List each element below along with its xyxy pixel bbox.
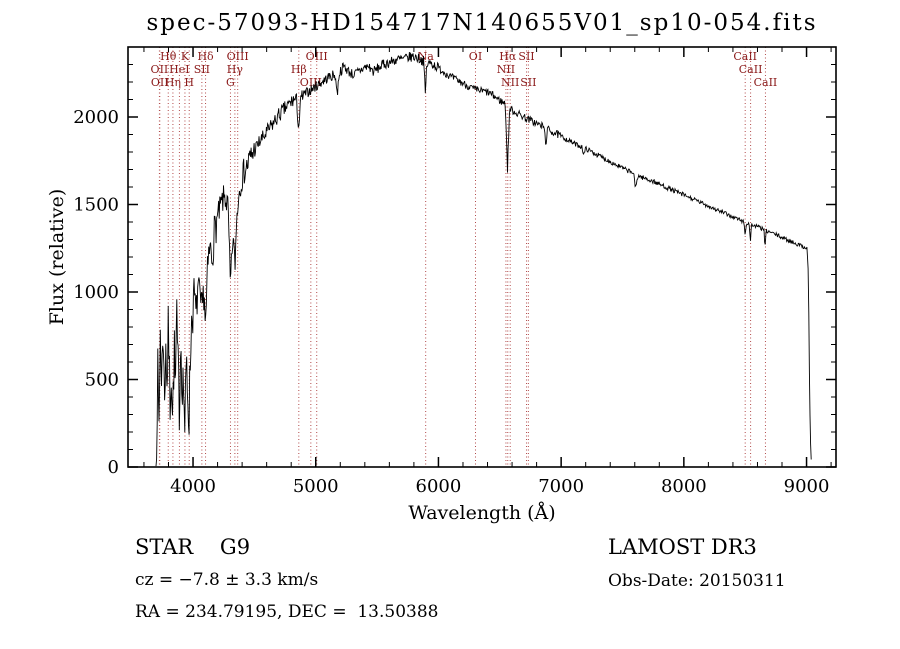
spectral-line-label: OI [469, 50, 482, 63]
spectral-line-label: CaII [733, 50, 757, 63]
ra-dec-text: RA = 234.79195, DEC = 13.50388 [135, 602, 439, 622]
y-tick-label: 0 [108, 457, 119, 478]
spectral-line-label: SII [518, 50, 534, 63]
x-tick-label: 5000 [293, 476, 339, 497]
object-class-text: STAR G9 [135, 535, 251, 559]
spectral-line-label: Hδ [197, 50, 214, 63]
x-tick-label: 4000 [170, 476, 216, 497]
spectrum-polyline [155, 51, 812, 467]
spectral-line-label: OIII [306, 50, 328, 63]
x-axis-label: Wavelength (Å) [408, 502, 556, 524]
survey-release-text: LAMOST DR3 [608, 535, 757, 559]
obs-date-text: Obs-Date: 20150311 [608, 571, 786, 591]
x-tick-label: 7000 [538, 476, 584, 497]
spectral-line-label: SII [520, 76, 536, 89]
spectral-line-label: NII [501, 76, 519, 89]
spectral-line-label: OII [151, 63, 169, 76]
spectral-line-label: CaII [739, 63, 763, 76]
spectral-line-label: OII [151, 76, 169, 89]
spectral-line-label: Hη [165, 76, 181, 89]
y-tick-label: 1000 [73, 282, 119, 303]
x-tick-label: 9000 [784, 476, 830, 497]
x-tick-label: 8000 [661, 476, 707, 497]
plot-title: spec-57093-HD154717N140655V01_sp10-054.f… [146, 10, 818, 36]
spectral-line-label: OIII [227, 50, 249, 63]
spectral-line-label: K [181, 50, 190, 63]
spectral-line-label: Hθ [160, 50, 177, 63]
spectral-line-label: H [184, 76, 194, 89]
radial-velocity-text: cz = −7.8 ± 3.3 km/s [135, 570, 319, 590]
spectral-line-label: NII [497, 63, 515, 76]
spectral-line-label: CaII [754, 76, 778, 89]
spectral-line-label: HeI [169, 63, 189, 76]
spectral-line-label: Hβ [291, 63, 307, 76]
spectral-line-label: Hα [499, 50, 517, 63]
spectral-line-label: G [226, 76, 235, 89]
spectral-line-label: SII [194, 63, 210, 76]
plot-frame [127, 46, 837, 468]
y-tick-label: 1500 [73, 195, 119, 216]
x-tick-label: 6000 [416, 476, 462, 497]
y-tick-label: 500 [85, 370, 119, 391]
y-tick-label: 2000 [73, 107, 119, 128]
spectral-line-label: Hγ [227, 63, 244, 76]
